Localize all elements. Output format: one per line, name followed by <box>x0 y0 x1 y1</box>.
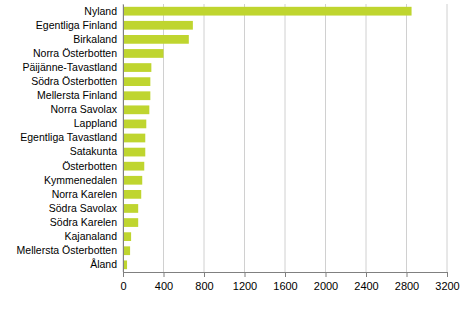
x-tick: 2400 <box>354 272 378 292</box>
y-tick-label: Österbotten <box>62 160 117 172</box>
bars <box>123 7 412 269</box>
y-tick-label: Norra Österbotten <box>33 47 117 59</box>
y-tick: Södra Österbotten <box>31 75 117 87</box>
x-tick-mark <box>245 272 246 277</box>
y-tick: Egentliga Finland <box>36 19 117 31</box>
y-tick-label: Birkaland <box>73 33 117 45</box>
y-tick-label: Nyland <box>84 5 117 17</box>
y-tick: Norra Österbotten <box>33 47 117 59</box>
bar <box>123 134 145 143</box>
bar <box>123 176 142 185</box>
y-tick: Kymmenedalen <box>44 174 117 186</box>
y-tick-label: Åland <box>90 258 117 270</box>
y-tick-label: Kymmenedalen <box>44 174 117 186</box>
x-tick: 400 <box>155 272 173 292</box>
bar <box>123 190 141 199</box>
y-tick: Norra Karelen <box>52 188 118 200</box>
grid-line <box>244 4 245 272</box>
y-tick: Mellersta Österbotten <box>17 244 118 256</box>
grid-line <box>447 4 448 272</box>
y-axis: Nyland Egentliga Finland Birkaland Norra Ös… <box>17 5 124 273</box>
y-tick-label: Lappland <box>74 117 117 129</box>
bar <box>123 246 130 255</box>
y-tick-label: Päijänne-Tavastland <box>22 61 117 73</box>
bar <box>123 49 164 58</box>
y-tick-label: Egentliga Tavastland <box>20 131 117 143</box>
x-tick-mark <box>285 272 286 277</box>
grid <box>123 4 447 272</box>
x-tick: 2000 <box>314 272 338 292</box>
y-tick-label: Norra Karelen <box>52 188 118 200</box>
x-tick: 800 <box>195 272 213 292</box>
grid-line <box>406 4 407 272</box>
x-tick: 2800 <box>395 272 419 292</box>
grid-line <box>325 4 326 272</box>
bar <box>123 232 131 241</box>
y-tick-label: Satakunta <box>70 145 117 157</box>
bar <box>123 77 150 86</box>
x-tick: 1600 <box>273 272 297 292</box>
x-tick-mark <box>447 272 448 277</box>
y-tick-label: Mellersta Österbotten <box>17 244 118 256</box>
bar <box>123 105 149 114</box>
x-tick-label: 0 <box>120 280 126 292</box>
y-tick: Kajanaland <box>64 230 117 242</box>
y-tick-label: Mellersta Finland <box>37 89 117 101</box>
x-tick-label: 1600 <box>273 280 297 292</box>
y-tick: Österbotten <box>62 160 117 172</box>
y-tick-label: Södra Savolax <box>49 202 118 214</box>
x-axis: 0 400 800 1200 1600 2000 2400 2800 3200 <box>120 272 459 292</box>
x-tick-mark <box>164 272 165 277</box>
y-tick: Egentliga Tavastland <box>20 131 117 143</box>
bar <box>123 35 189 44</box>
bar <box>123 63 151 72</box>
x-tick: 1200 <box>233 272 257 292</box>
x-tick-label: 2800 <box>395 280 419 292</box>
x-tick-label: 3200 <box>435 280 459 292</box>
grid-line <box>163 4 164 272</box>
y-tick: Päijänne-Tavastland <box>22 61 117 73</box>
y-tick: Mellersta Finland <box>37 89 117 101</box>
y-tick: Nyland <box>84 5 117 17</box>
x-tick-mark <box>123 272 124 277</box>
bar <box>123 91 150 100</box>
bar <box>123 204 138 213</box>
plot: 0 400 800 1200 1600 2000 2400 2800 3200 Nyland Ege… <box>17 4 460 292</box>
x-tick-mark <box>326 272 327 277</box>
y-tick-label: Södra Österbotten <box>31 75 117 87</box>
y-tick: Satakunta <box>70 145 117 157</box>
y-tick-label: Egentliga Finland <box>36 19 117 31</box>
grid-line <box>123 4 124 272</box>
chart: 0 400 800 1200 1600 2000 2400 2800 3200 Nyland Ege… <box>0 0 468 313</box>
bar <box>123 7 412 16</box>
x-tick-mark <box>204 272 205 277</box>
grid-line <box>366 4 367 272</box>
y-tick-label: Södra Karelen <box>50 216 117 228</box>
bar <box>123 218 138 227</box>
y-axis-line <box>123 5 124 273</box>
x-tick-label: 1200 <box>233 280 257 292</box>
x-tick-label: 2000 <box>314 280 338 292</box>
bar <box>123 21 193 30</box>
x-tick-label: 800 <box>195 280 213 292</box>
x-tick-mark <box>407 272 408 277</box>
y-tick: Birkaland <box>73 33 117 45</box>
y-tick: Norra Savolax <box>50 103 117 115</box>
x-tick: 0 <box>120 272 126 292</box>
y-tick-label: Norra Savolax <box>50 103 117 115</box>
x-tick: 3200 <box>435 272 459 292</box>
bar <box>123 120 146 129</box>
y-tick: Lappland <box>74 117 117 129</box>
y-tick: Södra Karelen <box>50 216 117 228</box>
y-tick: Södra Savolax <box>49 202 118 214</box>
x-tick-mark <box>366 272 367 277</box>
grid-line <box>285 4 286 272</box>
bar <box>123 162 144 171</box>
bar <box>123 148 145 157</box>
x-tick-label: 400 <box>155 280 173 292</box>
y-tick-label: Kajanaland <box>64 230 117 242</box>
x-tick-label: 2400 <box>354 280 378 292</box>
y-tick: Åland <box>90 258 117 270</box>
grid-line <box>204 4 205 272</box>
